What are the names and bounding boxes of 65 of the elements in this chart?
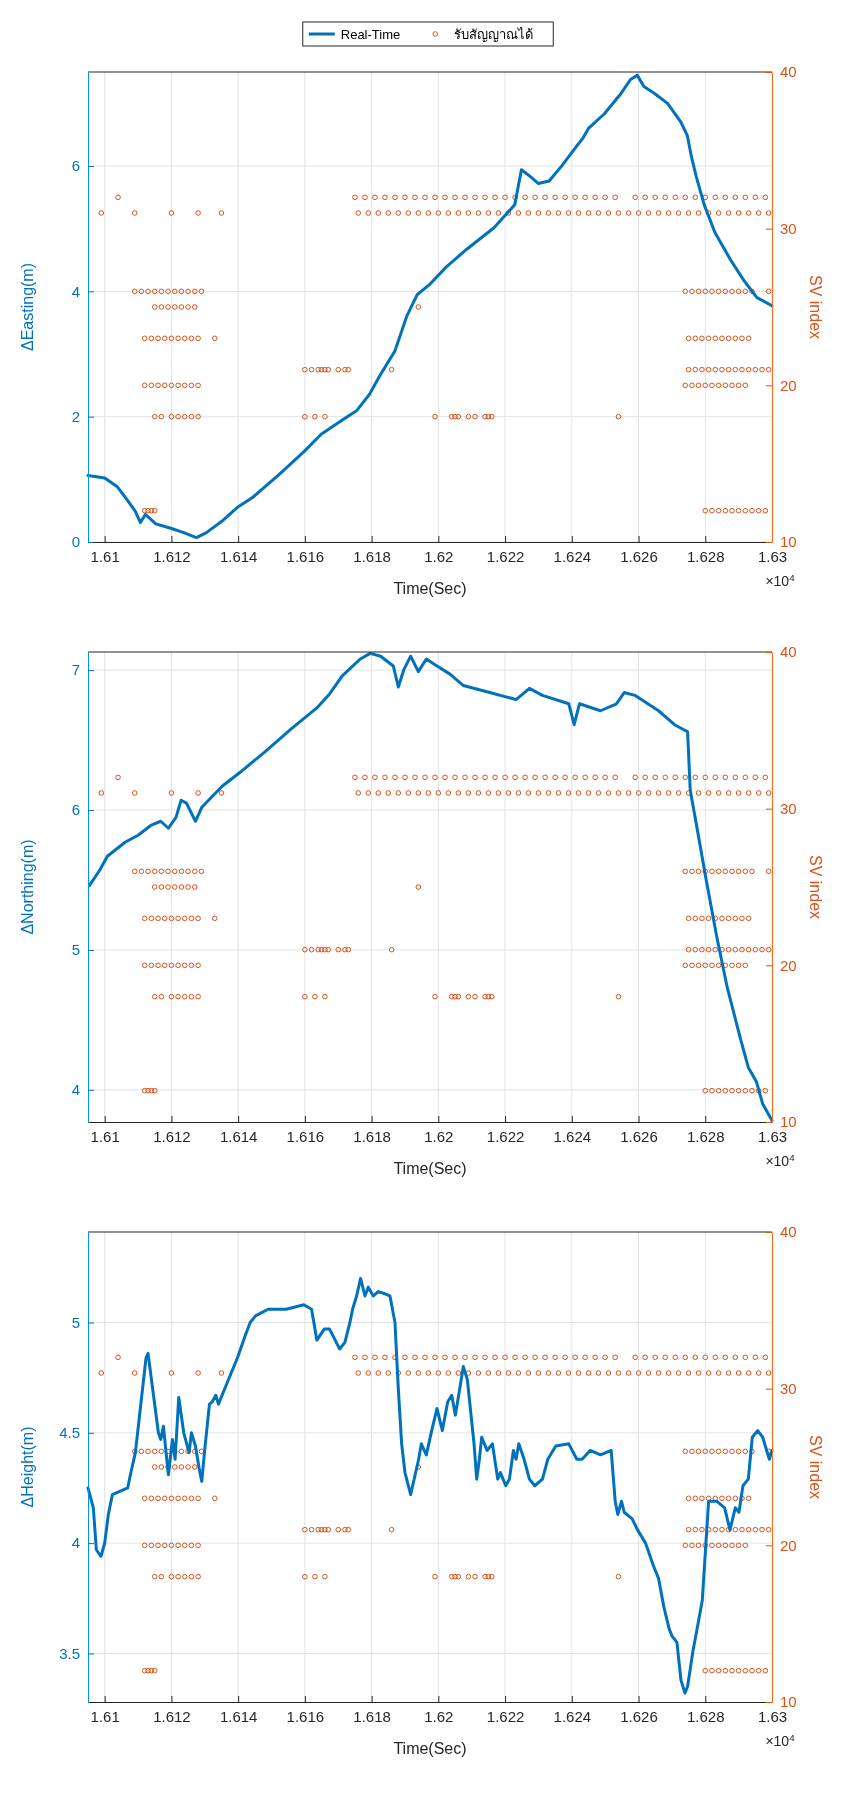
y-tick-label: 6: [71, 157, 80, 175]
y2-tick-label: 40: [780, 63, 797, 81]
y-tick-label: 3.5: [59, 1644, 80, 1662]
y-tick-label: 5: [71, 941, 80, 959]
x-tick-label: 1.614: [219, 547, 258, 565]
x-tick-label: 1.624: [553, 547, 592, 565]
x-tick-label: 1.616: [286, 1707, 325, 1725]
x-tick-label: 1.62: [424, 1127, 454, 1145]
y-axis-title: ΔNorthing(m): [19, 839, 36, 935]
x-tick-label: 1.618: [353, 1127, 391, 1145]
y-tick-label: 4.5: [59, 1424, 80, 1442]
y-tick-label: 4: [71, 282, 80, 300]
y2-axis-title: SV index: [807, 1434, 824, 1500]
x-tick-label: 1.628: [686, 547, 725, 565]
y2-axis-title: SV index: [807, 274, 824, 340]
y2-tick-label: 30: [780, 1379, 797, 1397]
x-tick-label: 1.626: [620, 547, 658, 565]
x-tick-label: 1.616: [286, 1127, 325, 1145]
y-tick-label: 4: [71, 1081, 80, 1099]
y-tick-label: 6: [71, 801, 80, 819]
x-tick-label: 1.612: [153, 1127, 191, 1145]
x-tick-label: 1.626: [620, 1127, 658, 1145]
y2-tick-label: 20: [780, 1536, 797, 1554]
x-tick-label: 1.61: [90, 1707, 120, 1725]
y-tick-label: 7: [71, 661, 80, 679]
y-tick-label: 4: [71, 1534, 80, 1552]
x-tick-label: 1.626: [620, 1707, 658, 1725]
y-axis-title: ΔHeight(m): [19, 1426, 36, 1508]
x-tick-label: 1.612: [153, 547, 191, 565]
y-axis-title: ΔEasting(m): [19, 262, 36, 352]
x-tick-label: 1.614: [219, 1127, 258, 1145]
x-tick-label: 1.628: [686, 1707, 725, 1725]
y2-tick-label: 40: [780, 1223, 797, 1241]
y2-tick-label: 20: [780, 376, 797, 394]
x-tick-label: 1.61: [90, 547, 120, 565]
y-tick-label: 2: [71, 407, 80, 425]
x-tick-label: 1.618: [353, 547, 391, 565]
text: ×10$^{4}$: [765, 1151, 796, 1169]
x-tick-label: 1.612: [153, 1707, 191, 1725]
text: ×10$^{4}$: [765, 1731, 796, 1749]
y2-axis-title: SV index: [807, 854, 824, 920]
x-axis-title: Time(Sec): [393, 1160, 467, 1177]
x-tick-label: 1.618: [353, 1707, 391, 1725]
legend-label: Real-Time: [340, 27, 401, 42]
x-tick-label: 1.622: [486, 547, 525, 565]
y2-tick-label: 30: [780, 219, 797, 237]
text: ×10$^{4}$: [765, 571, 796, 589]
x-tick-label: 1.622: [486, 1707, 525, 1725]
x-tick-label: 1.624: [553, 1707, 592, 1725]
y-tick-label: 5: [71, 1313, 80, 1331]
x-tick-label: 1.62: [424, 547, 454, 565]
y2-tick-label: 30: [780, 799, 797, 817]
y2-tick-label: 20: [780, 956, 797, 974]
x-tick-label: 1.61: [90, 1127, 120, 1145]
y2-tick-label: 40: [780, 643, 797, 661]
x-tick-label: 1.624: [553, 1127, 592, 1145]
x-axis-title: Time(Sec): [393, 1740, 467, 1757]
x-axis-title: Time(Sec): [393, 580, 467, 597]
x-tick-label: 1.628: [686, 1127, 725, 1145]
legend-label: รับสัญญาณได้: [454, 27, 534, 42]
x-tick-label: 1.614: [219, 1707, 258, 1725]
x-tick-label: 1.616: [286, 547, 325, 565]
x-tick-label: 1.622: [486, 1127, 525, 1145]
y-tick-label: 0: [71, 533, 80, 551]
x-tick-label: 1.62: [424, 1707, 454, 1725]
